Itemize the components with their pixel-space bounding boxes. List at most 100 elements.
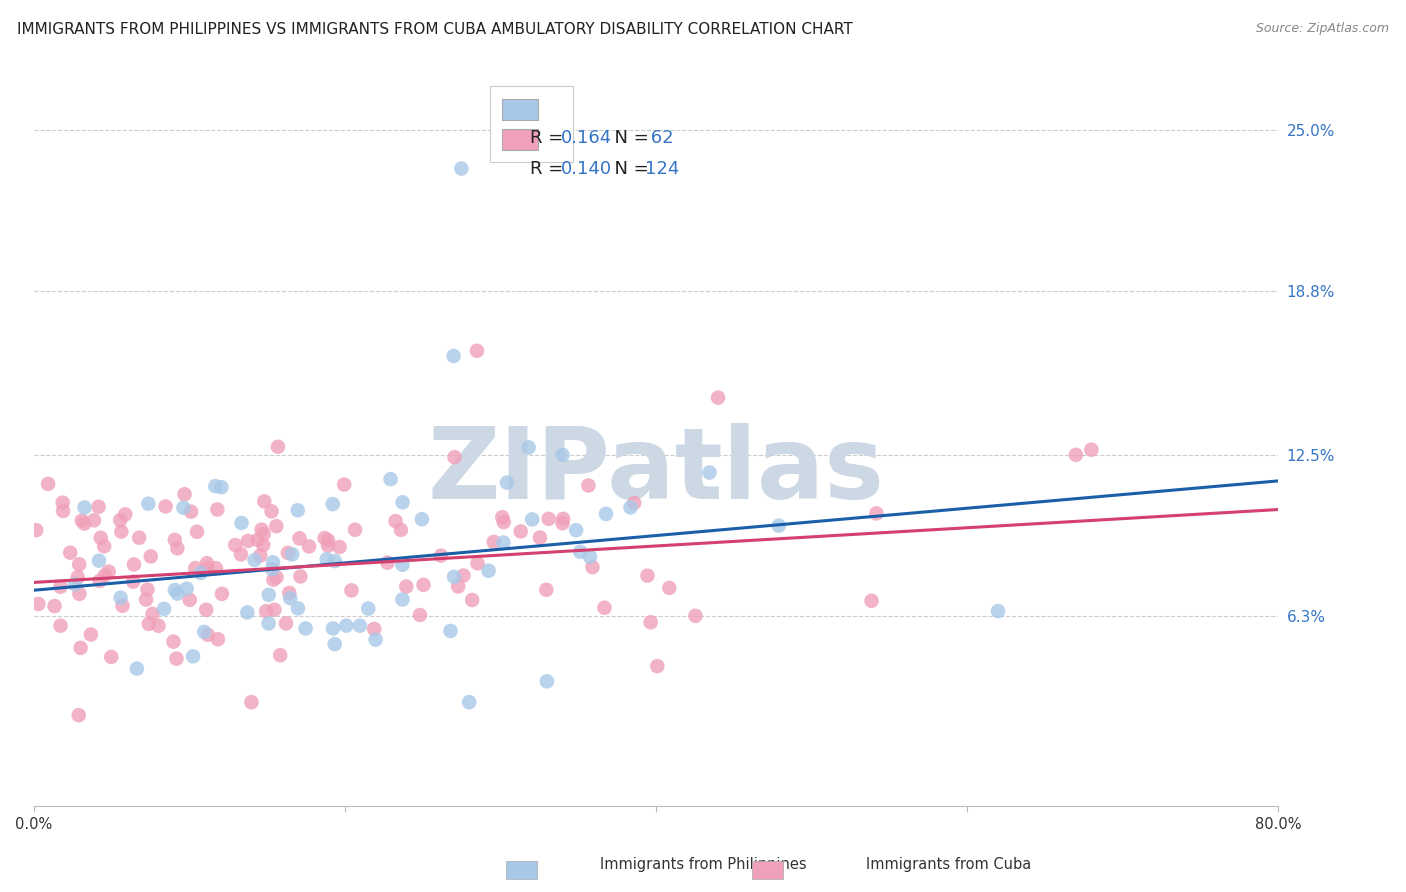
Point (252, 538, 274, 552)
Point (180, 505, 202, 519)
Point (89, 574, 111, 588)
Point (249, 549, 271, 563)
Point (100, 649, 122, 664)
Point (80, 627, 103, 641)
Point (136, 497, 159, 511)
Point (262, 555, 284, 569)
Point (243, 553, 266, 567)
Point (67, 708, 90, 723)
Text: Source: ZipAtlas.com: Source: ZipAtlas.com (1256, 22, 1389, 36)
Point (287, 601, 309, 615)
Point (349, 618, 371, 632)
Point (492, 535, 515, 549)
Text: N =: N = (603, 160, 655, 178)
Point (699, 466, 721, 480)
Point (229, 548, 252, 562)
Point (240, 695, 263, 709)
Point (266, 570, 288, 584)
Point (323, 554, 346, 568)
Text: 0.140: 0.140 (561, 160, 612, 178)
Point (553, 512, 575, 526)
Point (69, 640, 91, 655)
Point (262, 573, 284, 587)
Point (595, 507, 617, 521)
Point (73, 500, 96, 515)
Point (114, 508, 136, 522)
Point (647, 659, 669, 673)
Point (186, 524, 208, 539)
Point (443, 450, 465, 465)
Point (314, 531, 336, 545)
Text: R =: R = (530, 129, 569, 147)
Point (384, 514, 406, 528)
Point (322, 622, 344, 636)
Point (467, 557, 489, 571)
Point (173, 487, 195, 501)
Point (865, 507, 887, 521)
Point (323, 637, 346, 651)
Point (155, 500, 177, 514)
Point (250, 523, 273, 537)
Point (450, 161, 472, 176)
Point (231, 516, 253, 530)
Point (184, 561, 207, 575)
Point (207, 632, 229, 647)
Point (204, 479, 226, 493)
Point (163, 582, 186, 597)
Point (27, 597, 49, 611)
Point (52, 495, 75, 509)
Point (333, 477, 356, 491)
Point (443, 570, 465, 584)
Point (153, 602, 176, 616)
Point (139, 549, 162, 564)
Text: R =: R = (530, 160, 569, 178)
Point (205, 561, 228, 575)
Point (94, 568, 117, 582)
Point (49, 618, 72, 632)
Point (287, 503, 309, 517)
Point (195, 561, 218, 575)
Point (987, 604, 1010, 618)
Point (172, 500, 194, 515)
Point (458, 695, 481, 709)
Point (391, 558, 413, 572)
Point (135, 592, 157, 607)
Point (768, 518, 790, 533)
Point (1080, 442, 1102, 457)
Point (211, 587, 233, 601)
Point (529, 531, 551, 545)
Point (344, 523, 367, 537)
Point (453, 568, 475, 582)
Point (536, 582, 558, 597)
Point (52, 504, 75, 518)
Point (522, 512, 544, 526)
Point (278, 586, 301, 600)
Point (536, 674, 558, 689)
Point (377, 556, 399, 570)
Point (197, 628, 219, 642)
Point (110, 591, 132, 605)
Point (37, 476, 59, 491)
Point (391, 495, 413, 509)
Text: 124: 124 (645, 160, 679, 178)
Text: IMMIGRANTS FROM PHILIPPINES VS IMMIGRANTS FROM CUBA AMBULATORY DISABILITY CORREL: IMMIGRANTS FROM PHILIPPINES VS IMMIGRANT… (17, 22, 852, 37)
Point (63, 577, 86, 591)
Point (236, 606, 259, 620)
Point (278, 591, 301, 606)
Point (581, 560, 603, 574)
Point (447, 579, 470, 593)
Text: Immigrants from Cuba: Immigrants from Cuba (866, 857, 1032, 872)
Point (551, 516, 574, 531)
Point (579, 549, 602, 564)
Point (391, 592, 413, 607)
Point (409, 608, 432, 623)
Point (537, 512, 560, 526)
Point (593, 600, 616, 615)
Point (623, 496, 645, 510)
Point (128, 531, 150, 545)
Point (253, 527, 276, 541)
Point (551, 448, 574, 462)
Point (257, 616, 280, 631)
Point (274, 616, 297, 631)
Point (122, 558, 145, 572)
